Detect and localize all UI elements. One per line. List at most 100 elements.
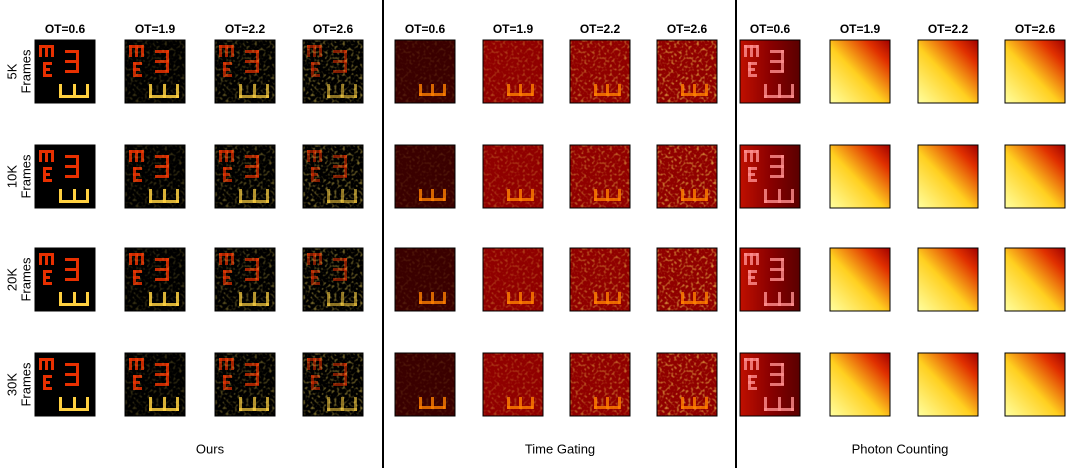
panel-border	[482, 144, 544, 209]
glyph	[45, 358, 48, 370]
noise	[303, 40, 363, 103]
glyph	[748, 270, 757, 273]
image-panel	[214, 352, 276, 417]
glyph	[43, 179, 52, 182]
glyph	[744, 45, 747, 57]
panel-border	[569, 144, 631, 209]
glyph	[748, 276, 755, 279]
glyph	[507, 84, 510, 96]
panel-border	[1004, 144, 1066, 209]
image-panel	[214, 247, 276, 312]
image-panel	[739, 144, 801, 209]
glyph	[750, 150, 753, 162]
noise	[125, 248, 185, 311]
image-panel	[34, 247, 96, 312]
column-header: OT=2.6	[1015, 22, 1056, 36]
image-panel	[829, 39, 891, 104]
image-panel	[482, 247, 544, 312]
glyph	[43, 375, 52, 378]
glyph	[705, 292, 708, 304]
panel-border	[917, 144, 979, 209]
glyph	[43, 74, 52, 77]
glyph	[748, 74, 757, 77]
row-label: Frames	[18, 49, 33, 94]
glyph	[443, 397, 446, 409]
glyph	[507, 189, 510, 201]
glyph	[764, 397, 767, 411]
glyph	[73, 189, 76, 203]
glyph	[770, 258, 784, 261]
panel-border	[656, 247, 718, 312]
panel-border	[302, 352, 364, 417]
glyph	[791, 84, 794, 98]
panel-bg	[918, 145, 978, 208]
image-panel	[482, 39, 544, 104]
image-panel	[34, 39, 96, 104]
glyph	[519, 189, 522, 201]
glyph	[443, 189, 446, 201]
panel-border	[124, 352, 186, 417]
glyph	[419, 189, 422, 201]
glyph	[791, 397, 794, 411]
glyph	[594, 292, 597, 304]
image-panel	[482, 144, 544, 209]
noise	[303, 248, 363, 311]
image-panel	[1004, 352, 1066, 417]
panel-border	[1004, 247, 1066, 312]
panel-border	[482, 39, 544, 104]
glyph	[39, 253, 42, 265]
glyph	[65, 70, 79, 73]
panel-border	[739, 352, 801, 417]
panel-border	[124, 39, 186, 104]
glyph	[778, 292, 781, 306]
glyph	[45, 45, 48, 57]
glyph	[59, 84, 62, 98]
glyph	[770, 50, 784, 53]
noise	[125, 353, 185, 416]
panel-border	[569, 247, 631, 312]
glyph	[65, 155, 79, 158]
glyph	[748, 282, 757, 285]
glyph	[39, 150, 42, 162]
panel-border	[829, 39, 891, 104]
glyph	[748, 68, 755, 71]
method-label: Time Gating	[525, 441, 595, 456]
panel-bg	[1005, 145, 1065, 208]
glyph	[748, 381, 755, 384]
noise	[215, 353, 275, 416]
glyph	[693, 189, 696, 201]
glyph	[618, 189, 621, 201]
glyph	[531, 84, 534, 96]
row-label: 30K	[4, 373, 19, 396]
glyph	[748, 62, 757, 65]
glyph	[756, 45, 759, 57]
column-header: OT=2.2	[928, 22, 969, 36]
image-panel	[569, 247, 631, 312]
image-panel	[302, 39, 364, 104]
glyph	[65, 258, 79, 261]
glyph	[681, 292, 684, 304]
noise	[303, 145, 363, 208]
panel-border	[1004, 352, 1066, 417]
image-panel	[829, 352, 891, 417]
glyph	[39, 358, 42, 370]
glyph	[86, 397, 89, 411]
row-label: 5K	[4, 63, 19, 79]
panel-border	[394, 352, 456, 417]
panel-border	[214, 352, 276, 417]
panel-border	[829, 247, 891, 312]
glyph	[705, 84, 708, 96]
image-panel	[214, 39, 276, 104]
panel-border	[34, 247, 96, 312]
glyph	[419, 292, 422, 304]
panel-border	[1004, 39, 1066, 104]
column-header: OT=0.6	[45, 22, 86, 36]
panel-border	[34, 144, 96, 209]
glyph	[770, 278, 784, 281]
image-panel	[394, 247, 456, 312]
row-label: 20K	[4, 268, 19, 291]
glyph	[531, 292, 534, 304]
glyph	[43, 282, 52, 285]
glyph	[519, 84, 522, 96]
panel-bg	[1005, 248, 1065, 311]
